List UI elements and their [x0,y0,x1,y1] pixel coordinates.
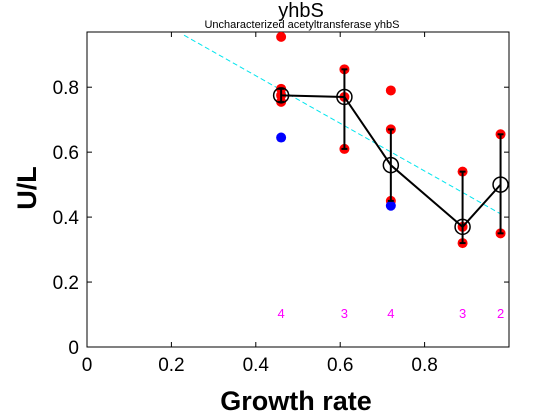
x-axis-label: Growth rate [220,386,372,416]
blue-point [385,200,396,211]
sample-count-label: 4 [278,306,285,321]
plot-area: 0 0.2 0.4 0.6 0.8 0 0.2 0.4 0.6 0.8 4 3 4 3 2 [53,31,510,376]
y-tick-label: 0 [68,338,79,359]
y-tick-label: 0.4 [53,208,80,229]
y-tick-label: 0.8 [53,78,79,99]
mean-marker [336,88,353,106]
y-tick-label: 0.6 [53,143,79,164]
x-tick-label: 0 [82,355,93,376]
sample-count-label: 2 [497,306,504,321]
mean-marker [382,156,400,174]
trend-line [183,34,501,215]
sample-count-label: 4 [387,306,394,321]
y-axis-label: U/L [12,166,42,210]
mean-line [281,94,502,229]
mean-marker [454,218,471,236]
plot-frame [86,31,510,348]
mean-marker [272,87,290,104]
sample-count-label: 3 [341,306,348,321]
chart-title: yhbS [278,0,324,22]
red-point [385,85,396,96]
mean-marker [492,176,509,193]
sample-count-label: 3 [459,306,466,321]
x-tick-label: 0.2 [158,355,184,376]
red-point [276,31,287,42]
y-tick-label: 0.2 [53,273,79,294]
x-tick-label: 0.4 [243,355,270,376]
chart-subtitle: Uncharacterized acetyltransferase yhbS [204,19,399,31]
blue-point [276,132,287,143]
x-tick-label: 0.8 [411,355,437,376]
x-tick-label: 0.6 [327,355,353,376]
